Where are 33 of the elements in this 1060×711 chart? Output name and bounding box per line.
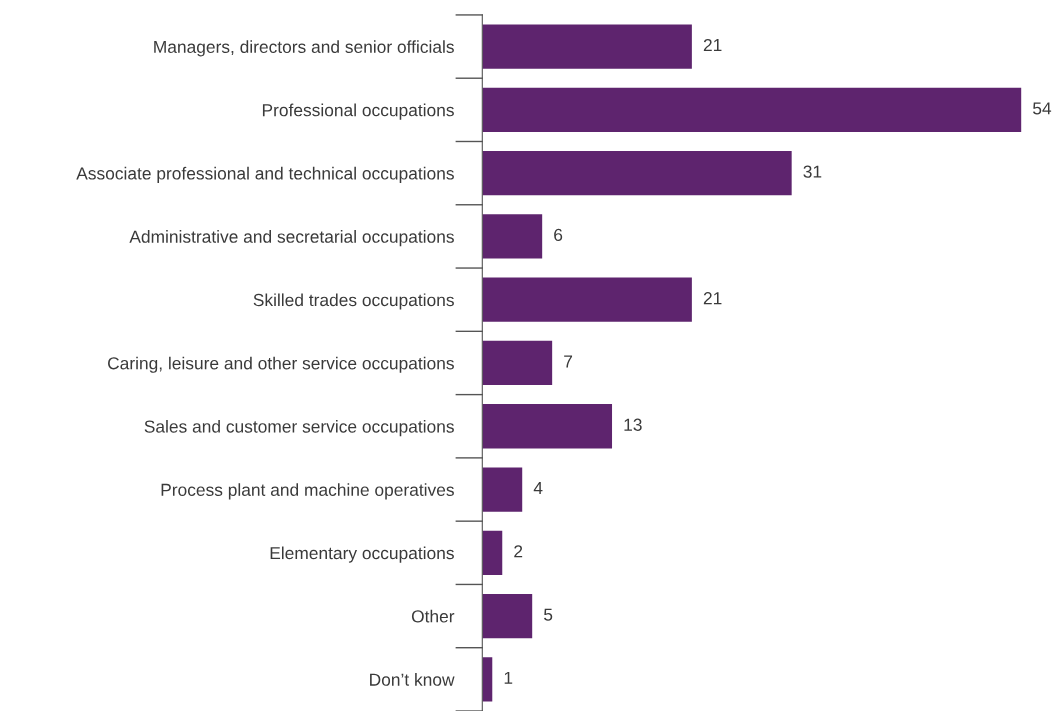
- bar: [482, 657, 493, 702]
- y-tick-label: Administrative and secretarial occupations: [129, 230, 454, 247]
- bar: [482, 530, 503, 575]
- data-label: 13: [624, 418, 642, 431]
- bar: [482, 87, 1022, 132]
- bar: [482, 24, 692, 69]
- data-label: 1: [504, 671, 513, 684]
- y-tick-label: Associate professional and technical occupations: [76, 166, 454, 184]
- y-tick-label: Caring, leisure and other service occupations: [108, 356, 454, 373]
- bar: [482, 467, 523, 512]
- y-tick-label: Process plant and machine operatives: [161, 483, 454, 500]
- data-label: 6: [554, 228, 563, 242]
- bar: [482, 404, 613, 449]
- bar: [482, 340, 553, 386]
- y-tick-label: Professional occupations: [262, 103, 454, 120]
- y-tick-label: Elementary occupations: [270, 546, 454, 563]
- y-tick-label: Other: [411, 609, 455, 623]
- data-label: 4: [533, 482, 543, 495]
- bar: [482, 277, 692, 322]
- data-label: 31: [803, 165, 822, 178]
- bar: [482, 214, 543, 259]
- y-tick-label: Sales and customer service occupations: [144, 419, 454, 437]
- y-tick-label: Skilled trades occupations: [253, 293, 454, 310]
- data-label: 21: [703, 292, 722, 305]
- y-tick-label: Don’t know: [370, 673, 455, 686]
- data-label: 2: [514, 545, 523, 558]
- data-label: 5: [544, 608, 553, 621]
- bar: [482, 150, 792, 196]
- bar: [482, 593, 533, 639]
- data-label: 7: [564, 355, 573, 368]
- y-tick-label: Managers, directors and senior officials: [154, 40, 454, 57]
- data-label: 21: [703, 38, 722, 52]
- data-label: 54: [1033, 102, 1052, 115]
